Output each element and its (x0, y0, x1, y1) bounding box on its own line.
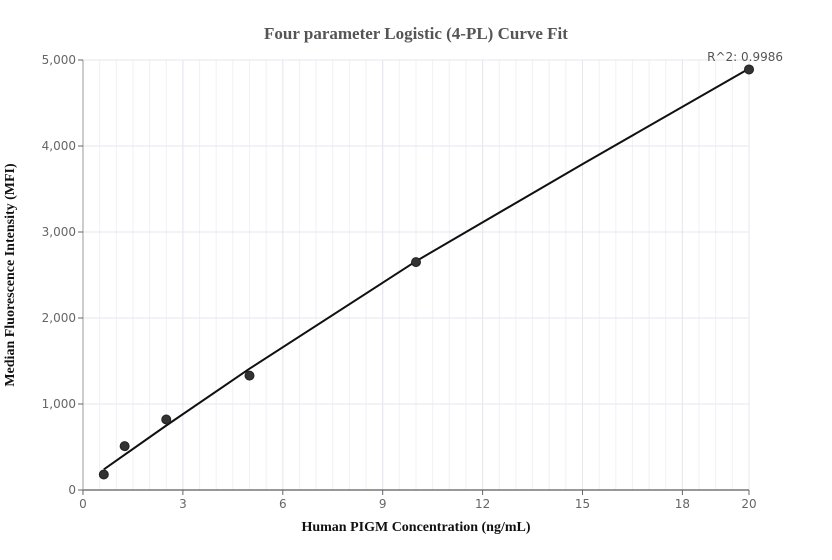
x-axis-label: Human PIGM Concentration (ng/mL) (301, 520, 530, 535)
grid (82, 59, 750, 491)
x-tick-label: 15 (575, 497, 590, 511)
x-tick-label: 18 (675, 497, 690, 511)
fit-curve (103, 67, 750, 471)
data-point (744, 64, 754, 75)
chart-title: Four parameter Logistic (4-PL) Curve Fit (264, 24, 568, 43)
y-tick-label: 1,000 (42, 397, 76, 411)
x-tick-label: 0 (79, 497, 87, 511)
y-tick-label: 5,000 (42, 53, 76, 67)
x-tick-label: 20 (741, 497, 756, 511)
y-tick-label: 0 (68, 483, 76, 497)
y-tick-label: 3,000 (42, 225, 76, 239)
x-tick-label: 6 (279, 497, 287, 511)
data-points (98, 64, 754, 480)
y-axis-label: Median Fluorescence Intensity (MFI) (3, 163, 18, 387)
data-point (244, 370, 255, 381)
data-point (119, 441, 130, 452)
y-tick-label: 2,000 (42, 311, 76, 325)
x-tick-label: 9 (379, 497, 387, 511)
data-point (98, 469, 109, 480)
x-tick-label: 12 (475, 497, 490, 511)
data-point (411, 257, 421, 268)
fit-line (103, 67, 750, 471)
tick-labels: 0 3 6 9 12 15 18 20 0 1,000 2,000 3,000 4,000 5,000 (42, 53, 757, 511)
data-point (161, 414, 172, 425)
x-tick-label: 3 (179, 497, 187, 511)
y-tick-label: 4,000 (42, 139, 76, 153)
axes (78, 59, 750, 495)
r-squared-annotation: R^2: 0.9986 (707, 50, 783, 64)
